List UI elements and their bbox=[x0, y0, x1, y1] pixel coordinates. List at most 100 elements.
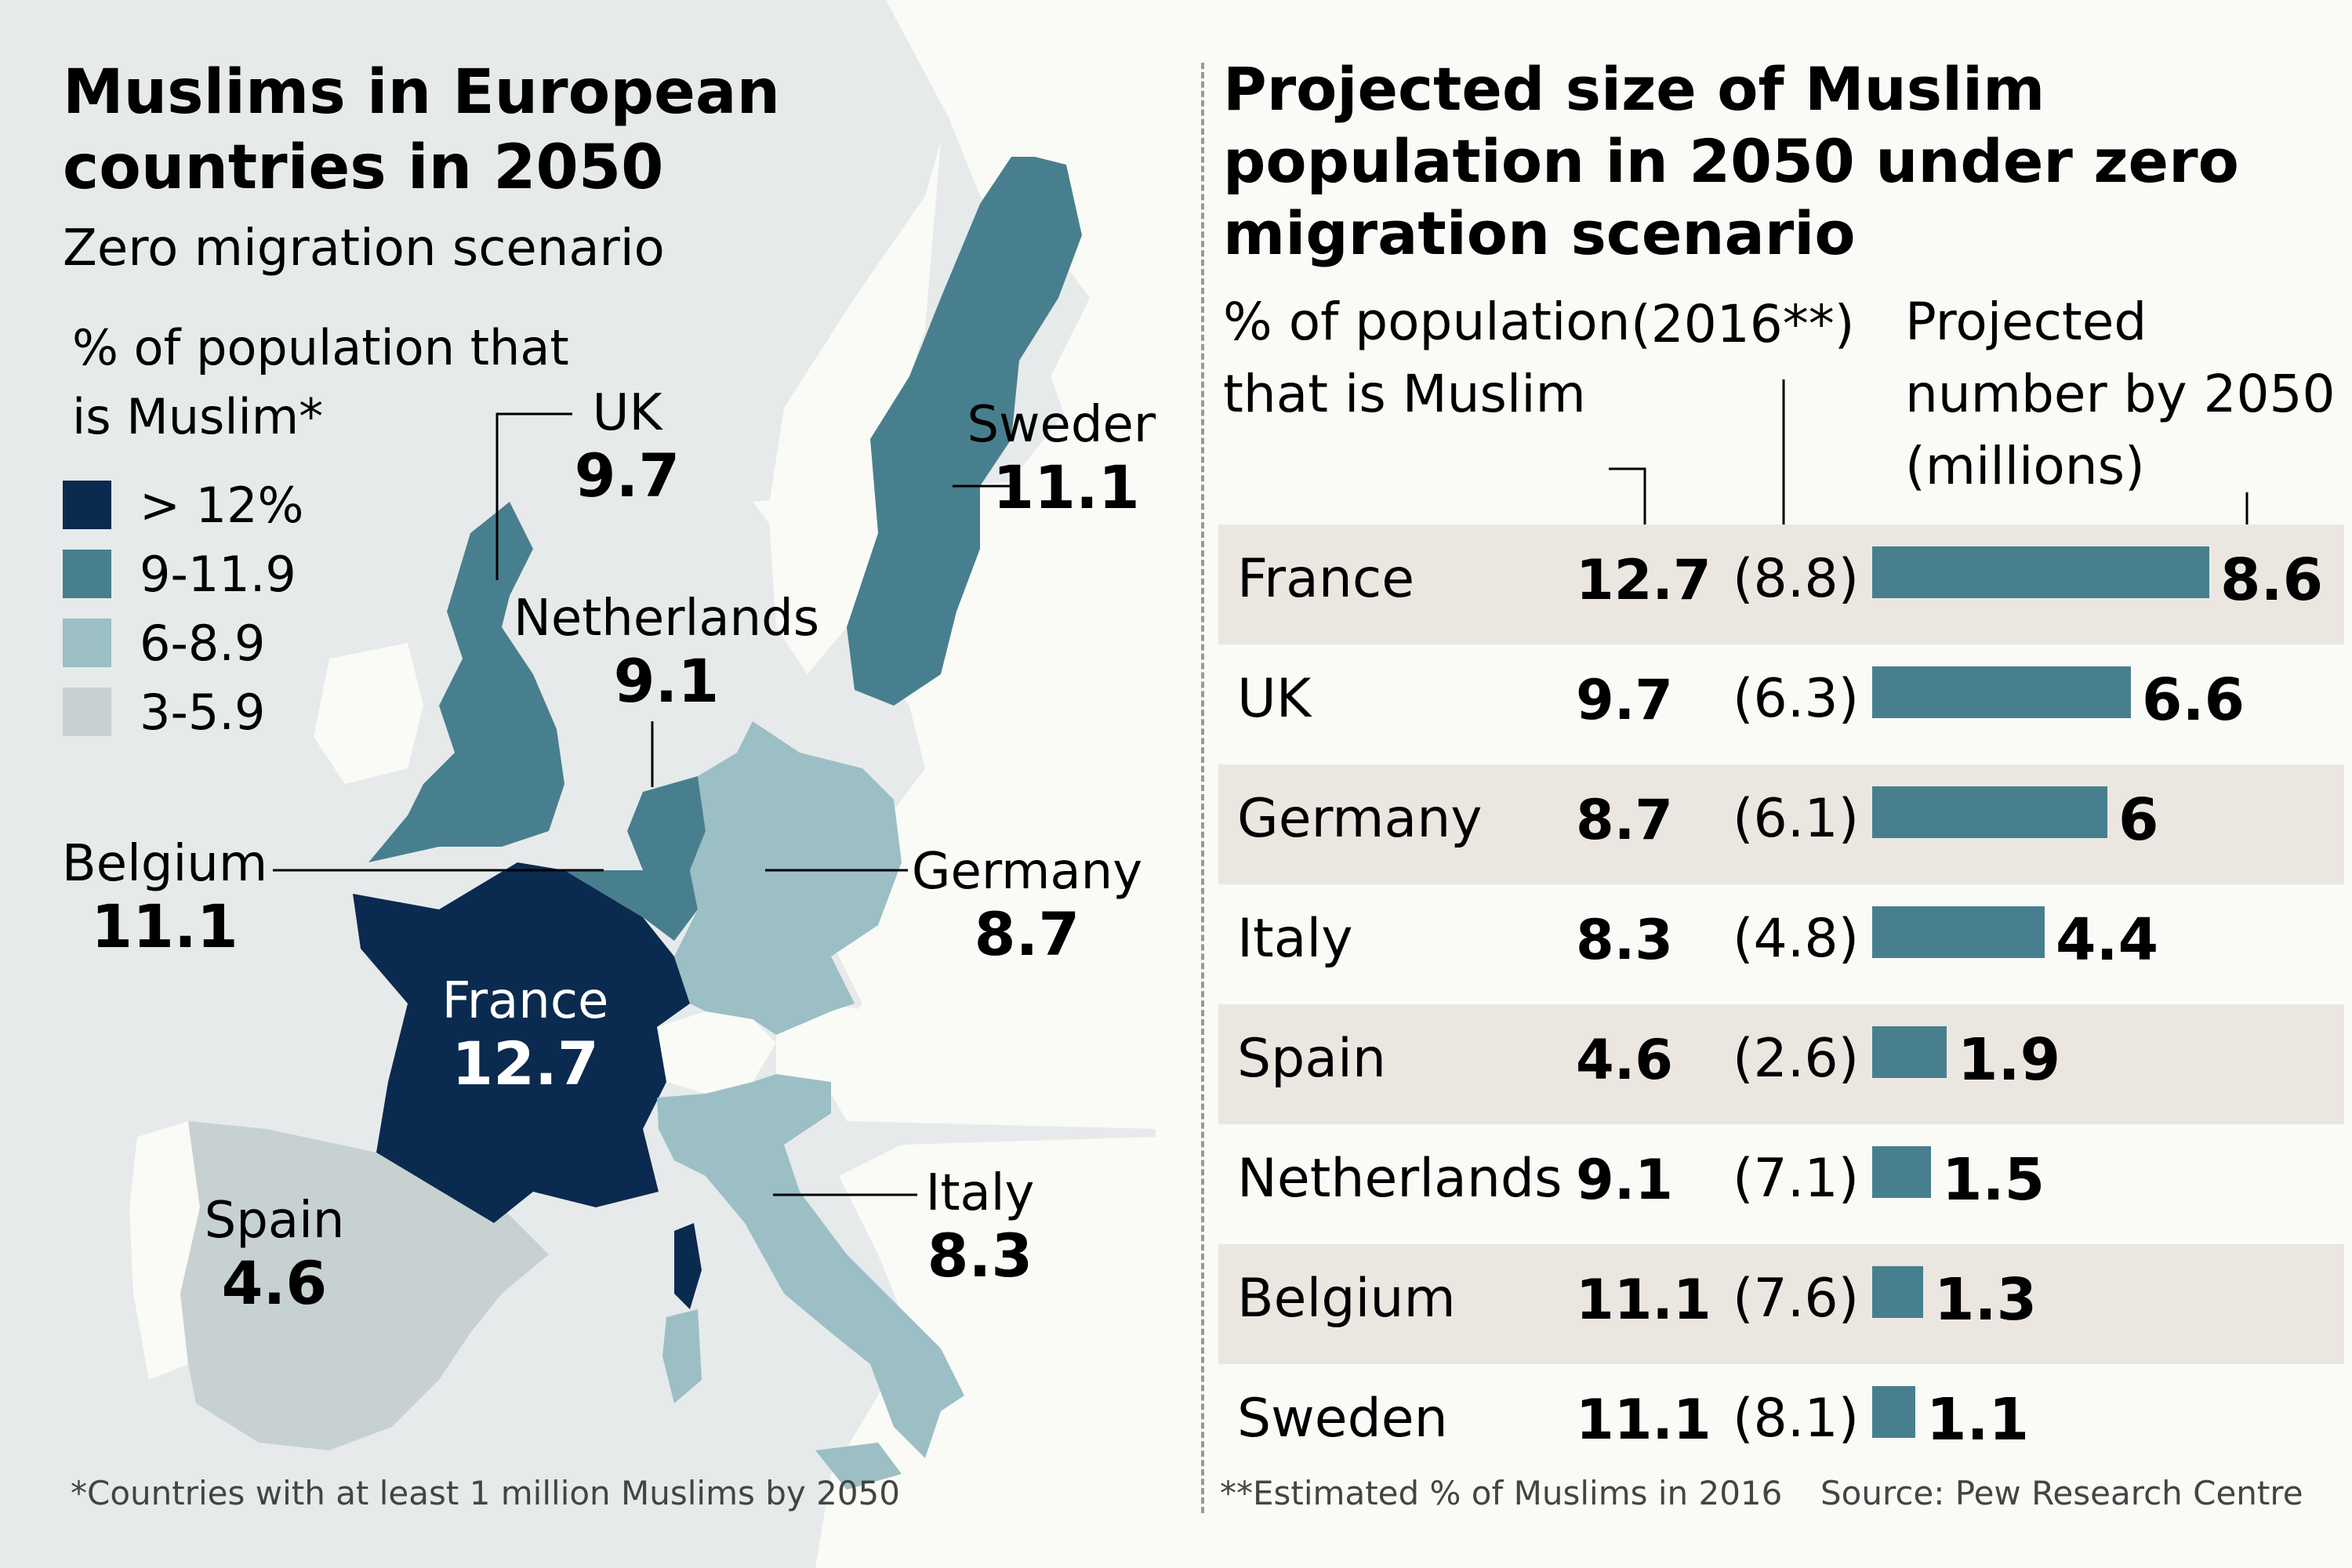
source-note: Source: Pew Research Centre bbox=[1820, 1474, 2303, 1512]
country-value: 9.1 bbox=[613, 646, 720, 716]
label-netherlands: Netherlands 9.1 bbox=[502, 590, 831, 715]
bar-value-label: 1.1 bbox=[1926, 1386, 2030, 1454]
column-header-pct: % of population that is Muslim bbox=[1223, 292, 1631, 424]
uk-shape bbox=[368, 502, 564, 862]
bar bbox=[1872, 1026, 1947, 1078]
pct-2050: 11.1 bbox=[1576, 1268, 1711, 1332]
spain-shape bbox=[180, 1121, 549, 1450]
country-name: France bbox=[1237, 548, 1415, 610]
country-name: Sweden bbox=[967, 396, 1156, 454]
label-uk: UK 9.7 bbox=[549, 384, 706, 510]
bar-value-label: 1.9 bbox=[1958, 1026, 2061, 1094]
column-header-projected: Projected number by 2050 (millions) bbox=[1905, 292, 2336, 496]
country-value: 8.7 bbox=[974, 899, 1080, 969]
sweden-shape bbox=[847, 157, 1082, 706]
label-italy: Italy 8.3 bbox=[902, 1164, 1058, 1290]
country-value: 11.1 bbox=[91, 891, 238, 961]
land-nordic bbox=[768, 141, 1156, 674]
bar bbox=[1872, 1386, 1915, 1438]
country-name: Sweden bbox=[1237, 1388, 1448, 1450]
legend-swatch bbox=[63, 550, 111, 598]
label-belgium: Belgium 11.1 bbox=[47, 835, 282, 960]
legend-swatch bbox=[63, 619, 111, 667]
country-name: UK bbox=[1237, 668, 1312, 730]
pct-2016: (6.1) bbox=[1733, 788, 1860, 850]
country-name: France bbox=[441, 972, 609, 1030]
panel-divider bbox=[1201, 63, 1204, 1513]
pct-2016: (4.8) bbox=[1733, 908, 1860, 970]
legend-item-6-8: 6-8.9 bbox=[63, 608, 303, 677]
pct-2016: (7.6) bbox=[1733, 1268, 1860, 1330]
label-sweden: Sweden 11.1 bbox=[964, 396, 1156, 521]
pct-2016: (8.8) bbox=[1733, 548, 1860, 610]
country-name: Germany bbox=[1237, 788, 1483, 850]
map-title: Muslims in European countries in 2050 bbox=[63, 57, 781, 203]
table-footnote: **Estimated % of Muslims in 2016 bbox=[1220, 1474, 1783, 1512]
sicily-shape bbox=[815, 1443, 902, 1490]
bar-value-label: 4.4 bbox=[2056, 906, 2159, 974]
land-other bbox=[753, 0, 1156, 1568]
table-row: Sweden 11.1 (8.1) 1.1 bbox=[1218, 1364, 2344, 1484]
legend-swatch bbox=[63, 481, 111, 529]
italy-shape bbox=[657, 1074, 964, 1458]
bar-value-label: 6 bbox=[2118, 786, 2159, 854]
table-row: Spain 4.6 (2.6) 1.9 bbox=[1218, 1004, 2344, 1124]
bar bbox=[1872, 906, 2045, 958]
country-value: 12.7 bbox=[452, 1029, 599, 1098]
bar-value-label: 6.6 bbox=[2142, 666, 2245, 734]
table-row: France 12.7 (8.8) 8.6 bbox=[1218, 524, 2344, 644]
map-footnote: *Countries with at least 1 million Musli… bbox=[71, 1474, 900, 1512]
bar bbox=[1872, 666, 2131, 718]
country-name: Italy bbox=[1237, 908, 1353, 970]
pct-2050: 11.1 bbox=[1576, 1388, 1711, 1452]
legend-label: 6-8.9 bbox=[140, 614, 266, 672]
table-row: Netherlands 9.1 (7.1) 1.5 bbox=[1218, 1124, 2344, 1244]
country-name: Netherlands bbox=[513, 590, 820, 648]
legend-swatch bbox=[63, 688, 111, 736]
table-rows: France 12.7 (8.8) 8.6 UK 9.7 (6.3) 6.6 Germany 8.… bbox=[1218, 524, 2344, 1484]
country-name: Germany bbox=[911, 843, 1143, 901]
bar-value-label: 1.3 bbox=[1934, 1266, 2038, 1334]
country-name: UK bbox=[592, 384, 662, 442]
table-title: Projected size of Muslim population in 2… bbox=[1223, 54, 2239, 268]
column-header-2016: (2016**) bbox=[1631, 294, 1855, 354]
legend-item-3-5: 3-5.9 bbox=[63, 677, 303, 746]
table-row: Germany 8.7 (6.1) 6 bbox=[1218, 764, 2344, 884]
germany-shape bbox=[674, 721, 902, 1035]
ireland-shape bbox=[314, 643, 423, 784]
country-value: 9.7 bbox=[574, 441, 681, 510]
legend-label: 9-11.9 bbox=[140, 545, 296, 603]
leader-lines bbox=[273, 412, 1019, 1196]
country-value: 11.1 bbox=[993, 452, 1140, 522]
legend-label: 3-5.9 bbox=[140, 683, 266, 741]
map-subtitle: Zero migration scenario bbox=[63, 220, 665, 278]
land-portugal bbox=[129, 1121, 200, 1380]
pct-2050: 8.3 bbox=[1576, 908, 1674, 972]
map-legend: > 12% 9-11.9 6-8.9 3-5.9 bbox=[63, 470, 303, 746]
pct-2050: 8.7 bbox=[1576, 788, 1674, 852]
pct-2050: 12.7 bbox=[1576, 548, 1711, 612]
land-switzerland bbox=[657, 1011, 776, 1094]
corsica-shape bbox=[674, 1223, 702, 1309]
bar-value-label: 8.6 bbox=[2220, 546, 2324, 614]
table-row: Italy 8.3 (4.8) 4.4 bbox=[1218, 884, 2344, 1004]
table-row: UK 9.7 (6.3) 6.6 bbox=[1218, 644, 2344, 764]
europe-map bbox=[129, 0, 1156, 1568]
legend-item-9-11: 9-11.9 bbox=[63, 539, 303, 608]
pct-2050: 4.6 bbox=[1576, 1028, 1674, 1092]
netherlands-shape bbox=[627, 776, 706, 870]
country-name: Belgium bbox=[1237, 1268, 1456, 1330]
country-value: 8.3 bbox=[927, 1221, 1033, 1290]
bar bbox=[1872, 1146, 1931, 1198]
map-panel: Muslims in European countries in 2050 Ze… bbox=[0, 0, 1156, 1568]
pct-2050: 9.1 bbox=[1576, 1148, 1674, 1212]
pct-2016: (6.3) bbox=[1733, 668, 1860, 730]
legend-label: > 12% bbox=[140, 476, 304, 534]
country-name: Spain bbox=[1237, 1028, 1386, 1090]
sardinia-shape bbox=[662, 1309, 702, 1403]
country-name: Italy bbox=[925, 1164, 1035, 1222]
bar bbox=[1872, 786, 2107, 838]
bar-value-label: 1.5 bbox=[1942, 1146, 2045, 1214]
label-spain: Spain 4.6 bbox=[180, 1192, 368, 1317]
